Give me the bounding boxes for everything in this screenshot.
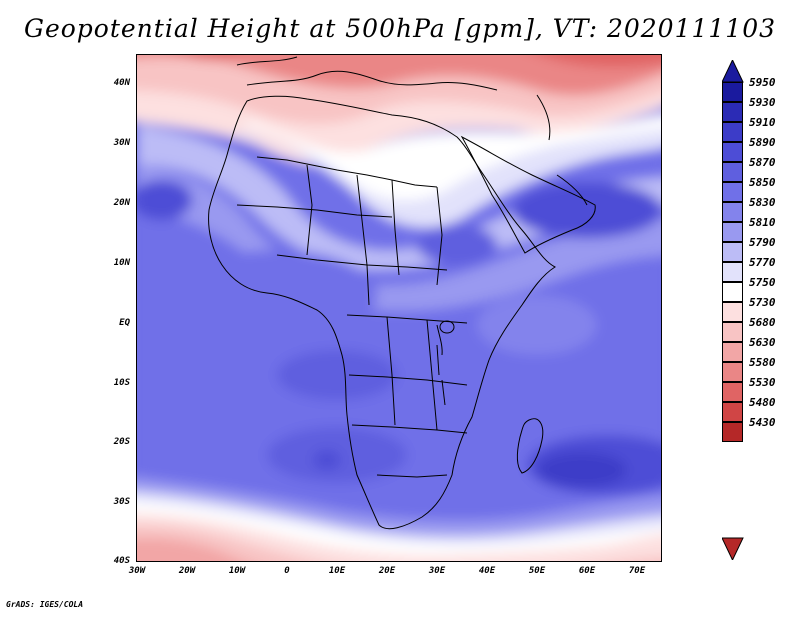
- colorbar-swatch: [722, 202, 743, 222]
- lon-label-0: 0: [284, 566, 290, 576]
- colorbar-swatch: [722, 182, 743, 202]
- colorbar-level-label: 5850: [749, 176, 776, 189]
- lon-label-60e: 60E: [578, 566, 596, 576]
- lat-label-30n: 30N: [113, 138, 130, 148]
- colorbar-swatch: [722, 242, 743, 262]
- colorbar-swatch: [722, 382, 743, 402]
- colorbar-swatch: [722, 362, 743, 382]
- lat-label-10n: 10N: [113, 258, 130, 268]
- lat-label-30s: 30S: [113, 497, 130, 507]
- colorbar-level-label: 5770: [749, 256, 776, 269]
- colorbar-level-label: 5430: [749, 416, 776, 429]
- colorbar-swatch: [722, 102, 743, 122]
- coastlines: [208, 56, 596, 530]
- colorbar-legend: 5950 5930 5910 5890 5870 5850 5830 5810 5790 5770…: [722, 60, 792, 560]
- colorbar-swatch: [722, 322, 743, 342]
- colorbar-swatch: [722, 82, 743, 102]
- colorbar-level-label: 5870: [749, 156, 776, 169]
- colorbar-level-label: 5950: [749, 76, 776, 89]
- colorbar-swatch: [722, 282, 743, 302]
- colorbar-swatch: [722, 302, 743, 322]
- colorbar-swatch: [722, 402, 743, 422]
- lon-label-40e: 40E: [478, 566, 496, 576]
- colorbar-swatch: [722, 162, 743, 182]
- colorbar-level-label: 5580: [749, 356, 776, 369]
- colorbar-level-label: 5910: [749, 116, 776, 129]
- grads-credit: GrADS: IGES/COLA: [6, 600, 84, 609]
- colorbar-swatch: [722, 262, 743, 282]
- map-plot-area: [136, 54, 662, 562]
- colorbar-level-label: 5790: [749, 236, 776, 249]
- colorbar-swatch: [722, 142, 743, 162]
- colorbar-level-label: 5530: [749, 376, 776, 389]
- lon-label-50e: 50E: [528, 566, 546, 576]
- lon-label-10w: 10W: [228, 566, 246, 576]
- colorbar-level-label: 5630: [749, 336, 776, 349]
- lat-label-20s: 20S: [113, 437, 130, 447]
- lakes: [436, 320, 455, 406]
- colorbar-level-label: 5890: [749, 136, 776, 149]
- colorbar-swatch: [722, 422, 743, 442]
- lon-label-30e: 30E: [428, 566, 446, 576]
- lat-label-40n: 40N: [113, 78, 130, 88]
- lon-label-20w: 20W: [178, 566, 196, 576]
- colorbar-level-label: 5930: [749, 96, 776, 109]
- colorbar-max-triangle: [722, 60, 744, 83]
- lat-label-20n: 20N: [113, 198, 130, 208]
- colorbar-level-label: 5680: [749, 316, 776, 329]
- height-contour-fill: [137, 55, 661, 561]
- colorbar-level-label: 5730: [749, 296, 776, 309]
- lon-label-20e: 20E: [378, 566, 396, 576]
- colorbar-swatch: [722, 342, 743, 362]
- lat-label-eq: EQ: [119, 318, 130, 328]
- lat-label-10s: 10S: [113, 378, 130, 388]
- lon-label-30w: 30W: [128, 566, 146, 576]
- colorbar-level-label: 5480: [749, 396, 776, 409]
- colorbar-level-label: 5750: [749, 276, 776, 289]
- colorbar-level-label: 5830: [749, 196, 776, 209]
- map-title: Geopotential Height at 500hPa [gpm], VT:…: [23, 14, 777, 43]
- lon-label-70e: 70E: [628, 566, 646, 576]
- colorbar-swatch: [722, 222, 743, 242]
- lon-label-10e: 10E: [328, 566, 346, 576]
- height-field-map: [137, 55, 661, 561]
- lat-label-40s: 40S: [113, 556, 130, 566]
- colorbar-min-triangle: [722, 537, 744, 560]
- colorbar-level-label: 5810: [749, 216, 776, 229]
- colorbar-swatch: [722, 122, 743, 142]
